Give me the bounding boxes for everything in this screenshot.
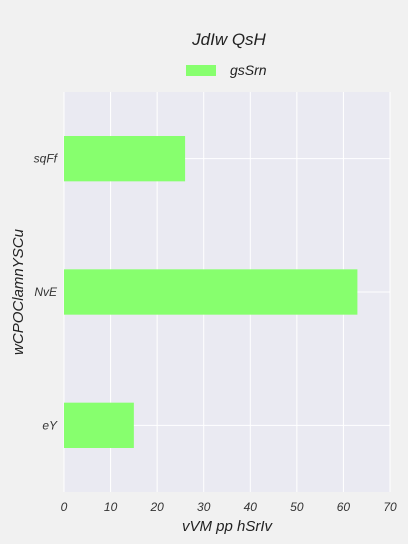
x-tick-label: 50 (290, 500, 304, 514)
x-tick-label: 60 (337, 500, 351, 514)
legend: gsSrn (186, 60, 267, 80)
x-tick-label: 70 (383, 500, 397, 514)
bar-eY (64, 402, 134, 448)
x-axis-label: vVM pp hSrIv (182, 518, 274, 535)
y-axis-label: wCPOClamnYSCu (10, 228, 27, 355)
x-tick-label: 30 (197, 500, 211, 514)
chart-title: JdIw QsH (192, 30, 266, 49)
x-tick-label: 20 (149, 500, 164, 514)
x-tick-label: 40 (244, 500, 258, 514)
x-tick-label: 0 (61, 500, 68, 514)
y-tick-label: NvE (34, 285, 58, 299)
y-tick-label: eY (42, 418, 58, 432)
y-tick-label: sqFf (34, 152, 59, 166)
x-tick-label: 10 (104, 500, 118, 514)
bar-sqFf (64, 136, 186, 182)
bar-NvE (64, 269, 358, 315)
legend-swatch (186, 64, 216, 76)
legend-label: gsSrn (230, 62, 267, 78)
